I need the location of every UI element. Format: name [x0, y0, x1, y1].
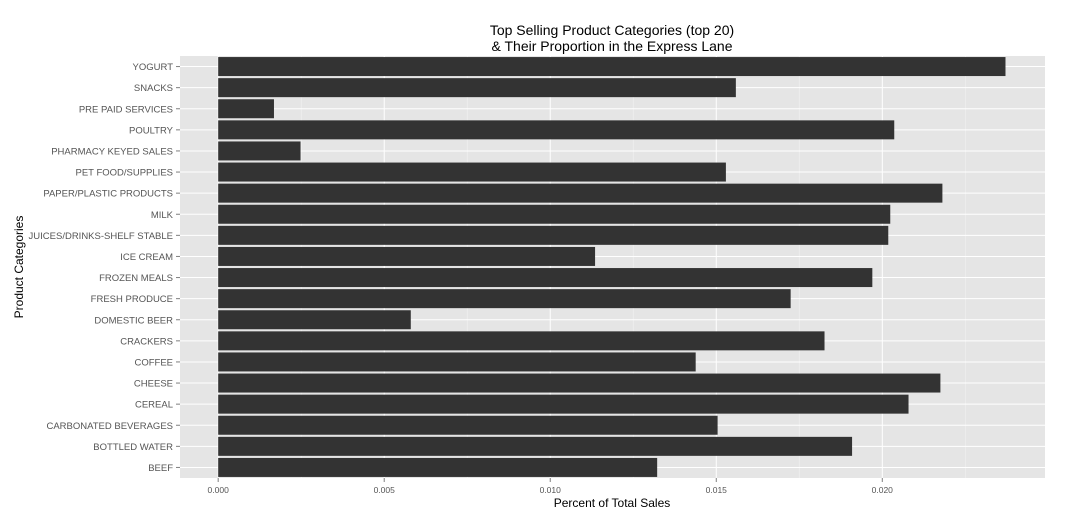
y-tick-label: YOGURT	[133, 62, 174, 73]
bar	[218, 394, 909, 414]
y-tick-label: PRE PAID SERVICES	[79, 104, 173, 115]
y-tick-label: MILK	[151, 210, 174, 221]
bar	[218, 457, 658, 477]
plot-panel	[180, 56, 1045, 478]
y-tick-label: CHEESE	[134, 379, 173, 390]
bar	[218, 204, 891, 224]
y-tick-label: BEEF	[148, 463, 173, 474]
bar	[218, 310, 411, 330]
bar	[218, 331, 825, 351]
y-tick-label: CEREAL	[135, 400, 173, 411]
x-axis-label: Percent of Total Sales	[554, 496, 671, 510]
y-tick-label: PET FOOD/SUPPLIES	[76, 168, 174, 179]
bar	[218, 78, 736, 98]
x-tick-label: 0.000	[208, 485, 230, 495]
x-tick-label: 0.015	[706, 485, 728, 495]
bar	[218, 141, 301, 161]
y-tick-label: FRESH PRODUCE	[91, 294, 173, 305]
y-tick-label: DOMESTIC BEER	[94, 315, 173, 326]
y-axis-ticks: YOGURT SNACKS PRE PAID SERVICES POULTRY PHAR…	[29, 62, 180, 474]
y-tick-label: COFFEE	[134, 357, 173, 368]
bar	[218, 373, 941, 393]
y-tick-label: PHARMACY KEYED SALES	[51, 146, 173, 157]
bar	[218, 99, 274, 119]
bar	[218, 436, 853, 456]
y-tick-label: FROZEN MEALS	[99, 273, 173, 284]
bar	[218, 225, 889, 245]
bar	[218, 120, 895, 140]
bars	[218, 57, 1006, 477]
bar	[218, 268, 873, 288]
x-tick-label: 0.010	[540, 485, 562, 495]
y-tick-label: POULTRY	[129, 125, 174, 136]
y-axis-label: Product Categories	[12, 216, 26, 319]
y-tick-label: PAPER/PLASTIC PRODUCTS	[43, 189, 173, 200]
bar	[218, 162, 726, 182]
x-axis-ticks: 0.000 0.005 0.010 0.015 0.020	[208, 478, 894, 495]
y-tick-label: ICE CREAM	[120, 252, 173, 263]
x-tick-label: 0.020	[872, 485, 894, 495]
chart-title-line-1: Top Selling Product Categories (top 20)	[490, 22, 734, 38]
y-tick-label: CARBONATED BEVERAGES	[46, 421, 173, 432]
y-tick-label: CRACKERS	[120, 336, 173, 347]
chart-title-line-2: & Their Proportion in the Express Lane	[492, 38, 733, 54]
bar	[218, 415, 718, 435]
bar	[218, 289, 791, 309]
bar	[218, 246, 596, 266]
y-tick-label: SNACKS	[134, 83, 173, 94]
bar	[218, 57, 1006, 77]
bar	[218, 352, 696, 372]
x-tick-label: 0.005	[374, 485, 396, 495]
y-tick-label: JUICES/DRINKS-SHELF STABLE	[29, 231, 173, 242]
y-tick-label: BOTTLED WATER	[93, 442, 173, 453]
bar	[218, 183, 943, 203]
